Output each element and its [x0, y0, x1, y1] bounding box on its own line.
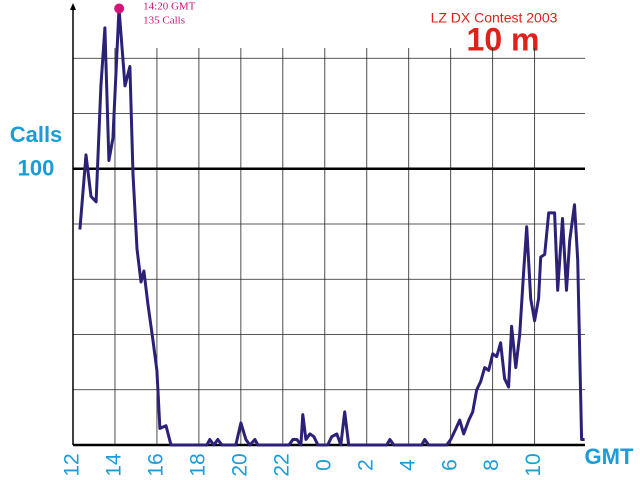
x-tick-label: 18 — [186, 453, 209, 476]
chart-subtitle: 10 m — [467, 21, 540, 57]
x-tick-label: 16 — [144, 453, 167, 476]
x-tick-label: 14 — [103, 453, 126, 477]
x-tick-label: 4 — [396, 459, 419, 471]
x-tick-label: 10 — [522, 453, 545, 476]
x-tick-label: 6 — [438, 459, 461, 471]
y-axis-label: Calls — [10, 122, 63, 147]
x-tick-label: 22 — [270, 453, 293, 476]
y-tick-label: 100 — [18, 156, 55, 181]
x-tick-label: 20 — [228, 453, 251, 476]
x-axis-label: GMT — [585, 444, 634, 469]
annotation: 135 Calls — [143, 15, 185, 27]
chart-title: LZ DX Contest 2003 — [431, 10, 558, 26]
x-tick-label: 0 — [312, 459, 335, 471]
x-tick-label: 2 — [354, 459, 377, 471]
peak-marker — [114, 3, 125, 14]
x-tick-label: 8 — [480, 459, 503, 471]
x-tick-label: 12 — [61, 453, 84, 476]
annotation: 14:20 GMT — [143, 1, 196, 13]
axis-arrow — [70, 3, 76, 10]
data-line — [78, 7, 585, 447]
